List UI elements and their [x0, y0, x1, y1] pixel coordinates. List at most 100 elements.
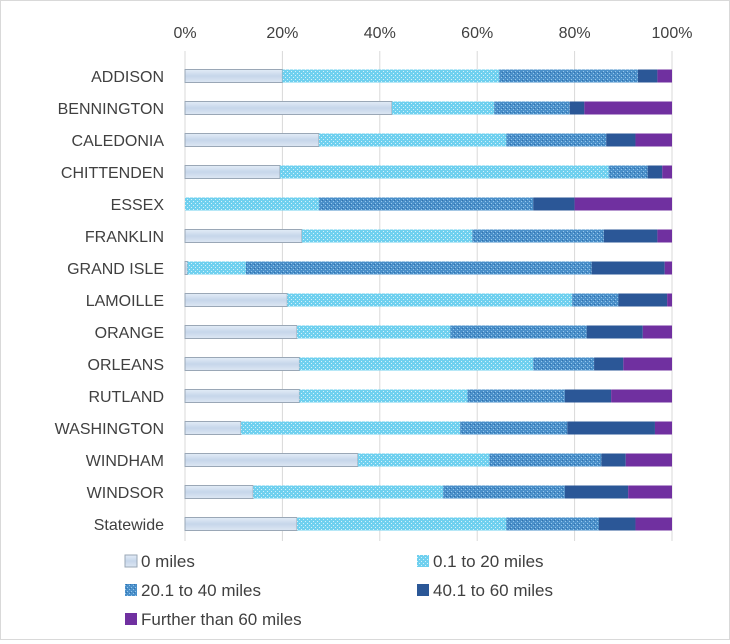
bar-caledonia-20-1-to-40-miles [506, 133, 607, 147]
category-labels: ADDISON BENNINGTON CALEDONIA CHITTENDEN ESSE… [55, 69, 165, 534]
bar-addison-40-1-to-60-miles [637, 69, 658, 83]
bar-lamoille-0-1-to-20-miles [287, 293, 573, 307]
bar-washington-40-1-to-60-miles [567, 421, 655, 435]
bar-windham-20-1-to-40-miles [489, 453, 602, 467]
x-tick-label: 0% [173, 25, 196, 42]
category-label: BENNINGTON [58, 101, 164, 118]
bar-essex-40-1-to-60-miles [533, 197, 575, 211]
bar-rutland-20-1-to-40-miles [467, 389, 565, 403]
bar-chittenden-0-miles [184, 165, 281, 179]
legend-label: 0 miles [141, 552, 195, 571]
bar-grand-isle-20-1-to-40-miles [245, 261, 592, 275]
category-label: RUTLAND [88, 389, 164, 406]
bar-orleans-0-miles [184, 357, 300, 371]
bar-statewide-further-than-60-miles [635, 517, 672, 531]
bar-washington-20-1-to-40-miles [460, 421, 568, 435]
bar-grand-isle-further-than-60-miles [664, 261, 672, 275]
category-label: WINDHAM [86, 453, 164, 470]
legend-label: 20.1 to 40 miles [141, 581, 261, 600]
x-tick-label: 80% [559, 25, 591, 42]
bar-bennington-further-than-60-miles [584, 101, 672, 115]
bar-franklin-20-1-to-40-miles [472, 229, 604, 243]
x-tick-label: 20% [266, 25, 298, 42]
category-label: WINDSOR [87, 485, 164, 502]
bar-caledonia-0-1-to-20-miles [318, 133, 507, 147]
bar-addison-20-1-to-40-miles [499, 69, 638, 83]
category-label: ORLEANS [88, 357, 164, 374]
bar-statewide-40-1-to-60-miles [598, 517, 636, 531]
bar-orleans-0-1-to-20-miles [299, 357, 534, 371]
bar-orange-0-1-to-20-miles [297, 325, 451, 339]
bar-washington-0-miles [184, 421, 242, 435]
bar-grand-isle-0-1-to-20-miles [187, 261, 246, 275]
category-label: GRAND ISLE [67, 261, 164, 278]
bar-grand-isle-40-1-to-60-miles [591, 261, 665, 275]
category-label: WASHINGTON [55, 421, 164, 438]
x-tick-label: 60% [461, 25, 493, 42]
category-label: FRANKLIN [85, 229, 164, 246]
bar-orleans-40-1-to-60-miles [594, 357, 624, 371]
bar-bennington-0-miles [184, 101, 393, 115]
bar-bennington-40-1-to-60-miles [569, 101, 585, 115]
legend-swatch-0-miles [124, 554, 138, 568]
bar-chittenden-20-1-to-40-miles [608, 165, 648, 179]
bar-essex-0-1-to-20-miles [185, 197, 319, 211]
bar-caledonia-0-miles [184, 133, 320, 147]
x-axis-ticks: 0% 20% 40% 60% 80% 100% [173, 25, 692, 42]
bar-essex-further-than-60-miles [574, 197, 672, 211]
category-label: CALEDONIA [72, 133, 165, 150]
legend-swatch-0-1-to-20-miles [417, 555, 429, 567]
bar-lamoille-further-than-60-miles [667, 293, 672, 307]
bar-windsor-further-than-60-miles [628, 485, 672, 499]
category-label: ESSEX [111, 197, 165, 214]
category-label: ADDISON [91, 69, 164, 86]
category-label: CHITTENDEN [61, 165, 164, 182]
bar-caledonia-further-than-60-miles [635, 133, 672, 147]
bar-orleans-20-1-to-40-miles [533, 357, 595, 371]
bar-orange-20-1-to-40-miles [450, 325, 587, 339]
bar-statewide-0-1-to-20-miles [297, 517, 507, 531]
bar-lamoille-0-miles [184, 293, 288, 307]
bar-rutland-0-miles [184, 389, 300, 403]
bar-grand-isle-0-miles [184, 261, 188, 275]
bar-chittenden-further-than-60-miles [662, 165, 672, 179]
x-tick-label: 40% [364, 25, 396, 42]
bar-orange-0-miles [184, 325, 298, 339]
bar-franklin-0-1-to-20-miles [301, 229, 473, 243]
bar-addison-further-than-60-miles [657, 69, 672, 83]
bar-orange-40-1-to-60-miles [586, 325, 643, 339]
legend-label: 40.1 to 60 miles [433, 581, 553, 600]
legend-label: 0.1 to 20 miles [433, 552, 544, 571]
bar-franklin-further-than-60-miles [657, 229, 672, 243]
bar-windham-40-1-to-60-miles [601, 453, 626, 467]
bar-franklin-40-1-to-60-miles [603, 229, 658, 243]
legend: 0 miles 0.1 to 20 miles 20.1 to 40 miles 40… [124, 552, 553, 629]
bar-lamoille-40-1-to-60-miles [618, 293, 668, 307]
legend-swatch-40-1-to-60-miles [417, 584, 429, 596]
bar-rutland-40-1-to-60-miles [564, 389, 612, 403]
bar-rutland-further-than-60-miles [611, 389, 672, 403]
bar-windsor-40-1-to-60-miles [564, 485, 629, 499]
bar-bennington-0-1-to-20-miles [391, 101, 495, 115]
legend-swatch-20-1-to-40-miles [125, 584, 137, 596]
bar-windsor-0-miles [184, 485, 254, 499]
bars [184, 69, 672, 531]
bar-lamoille-20-1-to-40-miles [572, 293, 619, 307]
bar-essex-20-1-to-40-miles [318, 197, 534, 211]
legend-swatch-further-than-60-miles [125, 613, 137, 625]
bar-windham-0-miles [184, 453, 359, 467]
bar-washington-further-than-60-miles [654, 421, 672, 435]
bar-windham-0-1-to-20-miles [357, 453, 490, 467]
bar-statewide-20-1-to-40-miles [506, 517, 599, 531]
bar-orange-further-than-60-miles [642, 325, 672, 339]
bar-chittenden-40-1-to-60-miles [647, 165, 663, 179]
x-tick-label: 100% [652, 25, 693, 42]
bar-washington-0-1-to-20-miles [241, 421, 461, 435]
bar-windham-further-than-60-miles [625, 453, 672, 467]
bar-bennington-20-1-to-40-miles [494, 101, 570, 115]
bar-chittenden-0-1-to-20-miles [279, 165, 609, 179]
bar-franklin-0-miles [184, 229, 303, 243]
legend-label: Further than 60 miles [141, 610, 302, 629]
